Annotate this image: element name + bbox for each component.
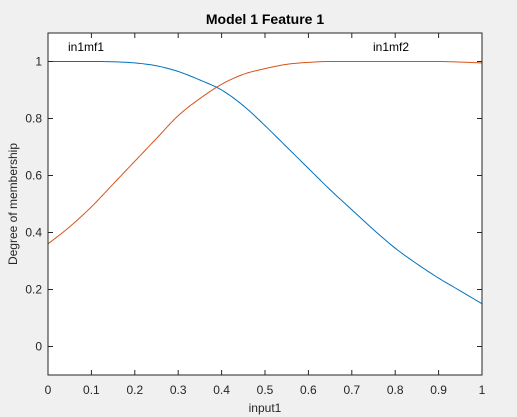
x-tick-label: 0.1: [83, 383, 100, 397]
y-tick-label: 0.2: [25, 283, 42, 297]
y-tick-label: 0.6: [25, 169, 42, 183]
plot-area: [48, 33, 482, 375]
series-line-in1mf1: [48, 61, 483, 305]
y-tick-label: 0: [35, 340, 42, 354]
x-axis-label: input1: [249, 401, 282, 415]
y-tick-label: 0.4: [25, 226, 42, 240]
x-tick-label: 0.4: [213, 383, 230, 397]
y-ticks: 0 0.2 0.4 0.6 0.8 1: [25, 55, 482, 354]
x-tick-label: 0.5: [257, 383, 274, 397]
x-tick-label: 1: [479, 383, 486, 397]
chart-title: Model 1 Feature 1: [206, 11, 324, 27]
x-tick-label: 0.8: [387, 383, 404, 397]
y-tick-label: 1: [35, 55, 42, 69]
series-line-in1mf2: [47, 61, 483, 245]
y-axis-label: Degree of membership: [6, 143, 20, 265]
series-label-in1mf2: in1mf2: [373, 40, 409, 54]
series-label-in1mf1: in1mf1: [68, 40, 104, 54]
x-tick-label: 0.9: [430, 383, 447, 397]
curves: [47, 61, 483, 305]
y-tick-label: 0.8: [25, 112, 42, 126]
x-tick-label: 0.7: [343, 383, 360, 397]
x-tick-label: 0: [45, 383, 52, 397]
x-tick-label: 0.6: [300, 383, 317, 397]
x-ticks: 0 0.1 0.2 0.3 0.4 0.5 0.6 0.7 0.8 0.9 1: [45, 33, 486, 397]
x-tick-label: 0.3: [170, 383, 187, 397]
x-tick-label: 0.2: [126, 383, 143, 397]
